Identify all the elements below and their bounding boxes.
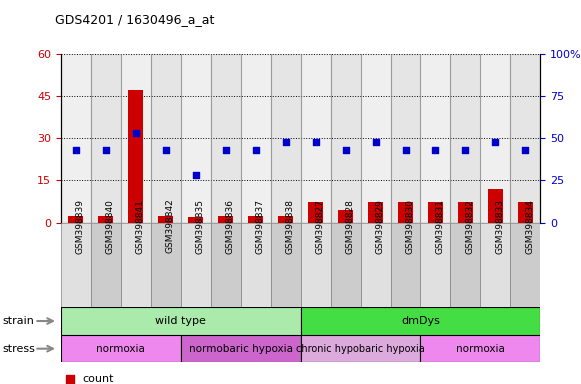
Text: GSM398832: GSM398832 (465, 199, 475, 253)
Bar (61, 307, 301, 335)
Point (311, 139, 320, 145)
Bar (480, 223, 510, 307)
Text: GSM398836: GSM398836 (226, 199, 235, 253)
Bar (61, 223, 91, 307)
Text: count: count (83, 374, 114, 384)
Text: dmDys: dmDys (401, 316, 440, 326)
Text: GSM398827: GSM398827 (315, 199, 325, 253)
Bar (181, 335, 301, 362)
Text: normobaric hypoxia: normobaric hypoxia (189, 344, 293, 354)
Bar (151, 54, 181, 223)
Bar (301, 307, 540, 335)
Bar (421, 223, 450, 307)
Bar (181, 223, 211, 307)
Bar (338, 210, 353, 223)
Bar (241, 54, 271, 223)
Bar (241, 223, 271, 307)
Text: chronic hypobaric hypoxia: chronic hypobaric hypoxia (296, 344, 425, 354)
Point (375, 269, 384, 275)
Text: GSM398841: GSM398841 (136, 199, 145, 253)
Text: strain: strain (3, 316, 35, 326)
Text: GSM398842: GSM398842 (166, 199, 175, 253)
Point (491, 139, 500, 145)
Bar (421, 54, 450, 223)
Point (431, 147, 440, 153)
Bar (98, 216, 113, 223)
Bar (218, 216, 233, 223)
Text: GSM398834: GSM398834 (525, 199, 535, 253)
Bar (361, 223, 390, 307)
Bar (91, 223, 121, 307)
Point (521, 147, 530, 153)
Bar (450, 223, 480, 307)
Text: GSM398839: GSM398839 (76, 199, 85, 253)
Bar (488, 189, 503, 223)
Bar (301, 54, 331, 223)
Bar (61, 54, 91, 223)
Point (161, 147, 170, 153)
Text: GSM398830: GSM398830 (406, 199, 414, 253)
Bar (480, 54, 510, 223)
Text: GSM398837: GSM398837 (256, 199, 265, 253)
Text: GSM398838: GSM398838 (286, 199, 295, 253)
Bar (361, 54, 390, 223)
Bar (121, 54, 151, 223)
Bar (428, 202, 443, 223)
Bar (248, 216, 263, 223)
Text: stress: stress (3, 344, 36, 354)
Bar (390, 223, 421, 307)
Bar (211, 54, 241, 223)
Point (191, 172, 200, 179)
Bar (151, 223, 181, 307)
Text: normoxia: normoxia (456, 344, 505, 354)
Bar (271, 223, 301, 307)
Point (71, 147, 81, 153)
Bar (61, 335, 181, 362)
Bar (308, 202, 323, 223)
Point (371, 139, 380, 145)
Bar (91, 54, 121, 223)
Point (131, 130, 141, 136)
Text: GSM398833: GSM398833 (496, 199, 504, 253)
Point (401, 147, 410, 153)
Bar (181, 54, 211, 223)
Bar (368, 202, 383, 223)
Point (221, 147, 231, 153)
Text: GSM398829: GSM398829 (375, 199, 385, 253)
Bar (331, 223, 361, 307)
Bar (278, 216, 293, 223)
Point (251, 147, 260, 153)
Text: wild type: wild type (155, 316, 206, 326)
Text: GSM398828: GSM398828 (346, 199, 354, 253)
Text: GSM398840: GSM398840 (106, 199, 115, 253)
Bar (301, 223, 331, 307)
Bar (211, 223, 241, 307)
Bar (510, 54, 540, 223)
Point (341, 147, 350, 153)
Text: GSM398835: GSM398835 (196, 199, 205, 253)
Text: GDS4201 / 1630496_a_at: GDS4201 / 1630496_a_at (55, 13, 214, 26)
Bar (69, 216, 84, 223)
Bar (398, 202, 413, 223)
Bar (188, 217, 203, 223)
Point (375, 85, 384, 91)
Bar (390, 54, 421, 223)
Bar (301, 335, 421, 362)
Text: GSM398831: GSM398831 (436, 199, 444, 253)
Point (461, 147, 470, 153)
Text: normoxia: normoxia (96, 344, 145, 354)
Bar (271, 54, 301, 223)
Bar (331, 54, 361, 223)
Point (281, 139, 290, 145)
Bar (159, 216, 173, 223)
Bar (458, 202, 473, 223)
Bar (450, 54, 480, 223)
Point (101, 147, 110, 153)
Bar (421, 335, 540, 362)
Bar (510, 223, 540, 307)
Bar (128, 90, 144, 223)
Bar (121, 223, 151, 307)
Bar (518, 202, 533, 223)
